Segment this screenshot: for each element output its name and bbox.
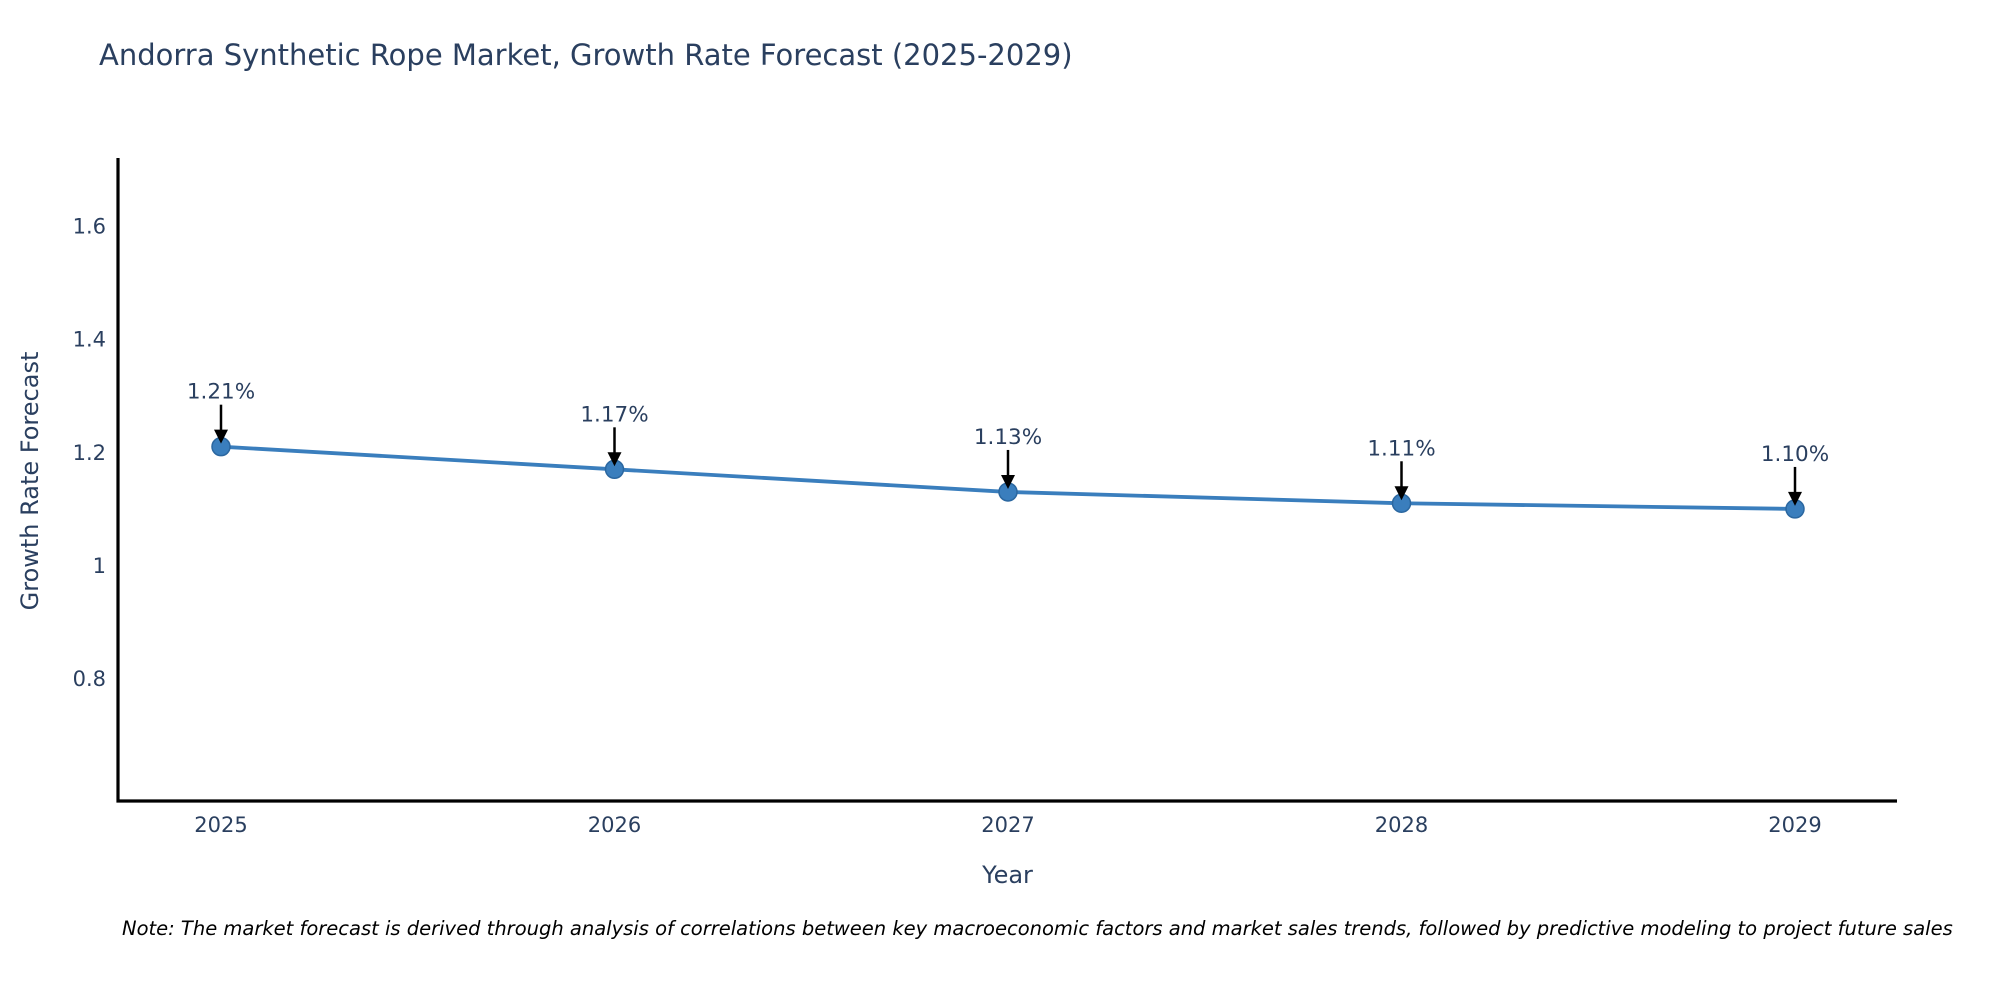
y-tick-label: 0.8	[73, 667, 106, 691]
x-tick-label: 2028	[1375, 813, 1428, 837]
annotation-arrow-head	[1788, 491, 1802, 506]
annotation-arrow-head	[607, 452, 622, 467]
x-axis-title: Year	[982, 861, 1033, 889]
x-tick-label: 2027	[981, 813, 1034, 837]
annotation-arrow-head	[1001, 474, 1015, 489]
annotation-arrow-head	[1394, 486, 1409, 501]
axis-lines	[116, 158, 1897, 803]
x-tick-label: 2026	[588, 813, 641, 837]
data-point-label: 1.13%	[974, 425, 1042, 450]
y-tick-label: 1.6	[73, 214, 106, 238]
y-tick-label: 1	[93, 554, 106, 578]
annotation-arrow-head	[214, 429, 228, 444]
x-tick-label: 2025	[194, 813, 247, 837]
data-point-label: 1.17%	[580, 402, 648, 427]
y-tick-label: 1.2	[73, 441, 106, 465]
data-point-label: 1.10%	[1761, 442, 1829, 467]
y-tick-label: 1.4	[73, 328, 106, 352]
chart-title: Andorra Synthetic Rope Market, Growth Ra…	[99, 38, 1073, 72]
data-point-label: 1.21%	[187, 380, 255, 405]
x-tick-label: 2029	[1768, 813, 1821, 837]
data-point-label: 1.11%	[1367, 436, 1435, 461]
footnote: Note: The market forecast is derived thr…	[122, 917, 1953, 940]
